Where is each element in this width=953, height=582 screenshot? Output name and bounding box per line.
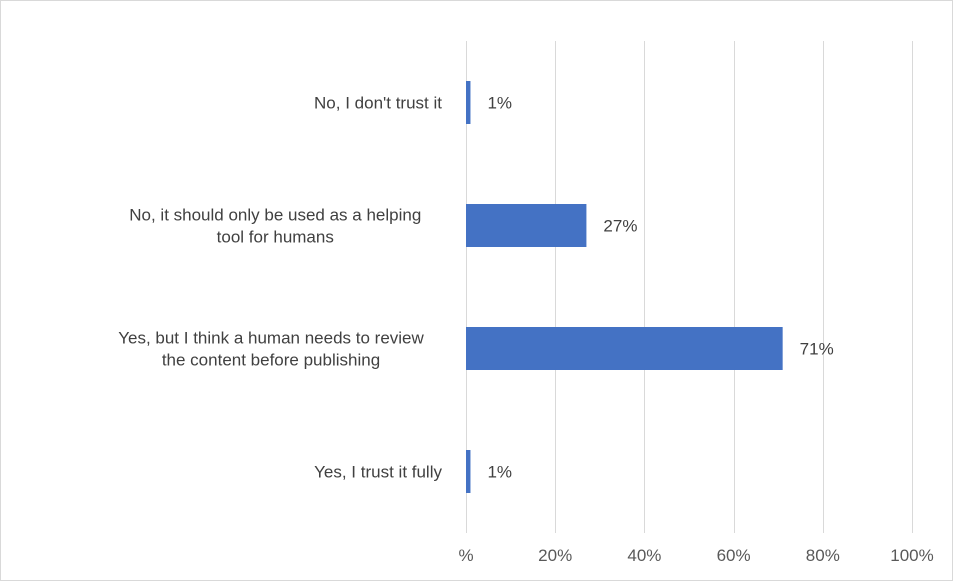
data-label-1: 1% <box>487 94 512 113</box>
bar-2 <box>466 204 587 247</box>
bar-4 <box>466 450 471 493</box>
category-label-2: No, it should only be used as a helping t… <box>129 206 421 247</box>
x-tick-label-20: 20% <box>538 546 572 565</box>
gridlines <box>466 41 913 533</box>
category-label-line: tool for humans <box>217 228 334 247</box>
category-label-1: No, I don't trust it <box>314 94 442 113</box>
x-tick-label-100: 100% <box>890 546 933 565</box>
x-tick-label-60: 60% <box>717 546 751 565</box>
category-label-line: No, I don't trust it <box>314 94 442 113</box>
category-label-3: Yes, but I think a human needs to review… <box>118 329 424 370</box>
category-label-line: Yes, but I think a human needs to review <box>118 329 424 348</box>
category-labels: No, I don't trust it No, it should only b… <box>118 94 442 482</box>
category-label-line: No, it should only be used as a helping <box>129 206 421 225</box>
category-label-4: Yes, I trust it fully <box>314 463 442 482</box>
category-label-line: the content before publishing <box>162 351 380 370</box>
bar-3 <box>466 327 783 370</box>
data-label-2: 27% <box>603 217 637 236</box>
x-axis-tick-labels: % 20% 40% 60% 80% 100% <box>458 546 933 565</box>
bar-1 <box>466 81 471 124</box>
x-tick-label-40: 40% <box>627 546 661 565</box>
x-tick-label-0: % <box>458 546 473 565</box>
data-labels: 1% 27% 71% 1% <box>487 94 833 482</box>
x-tick-label-80: 80% <box>806 546 840 565</box>
bars <box>466 81 783 493</box>
category-label-line: Yes, I trust it fully <box>314 463 442 482</box>
data-label-4: 1% <box>487 463 512 482</box>
data-label-3: 71% <box>800 340 834 359</box>
